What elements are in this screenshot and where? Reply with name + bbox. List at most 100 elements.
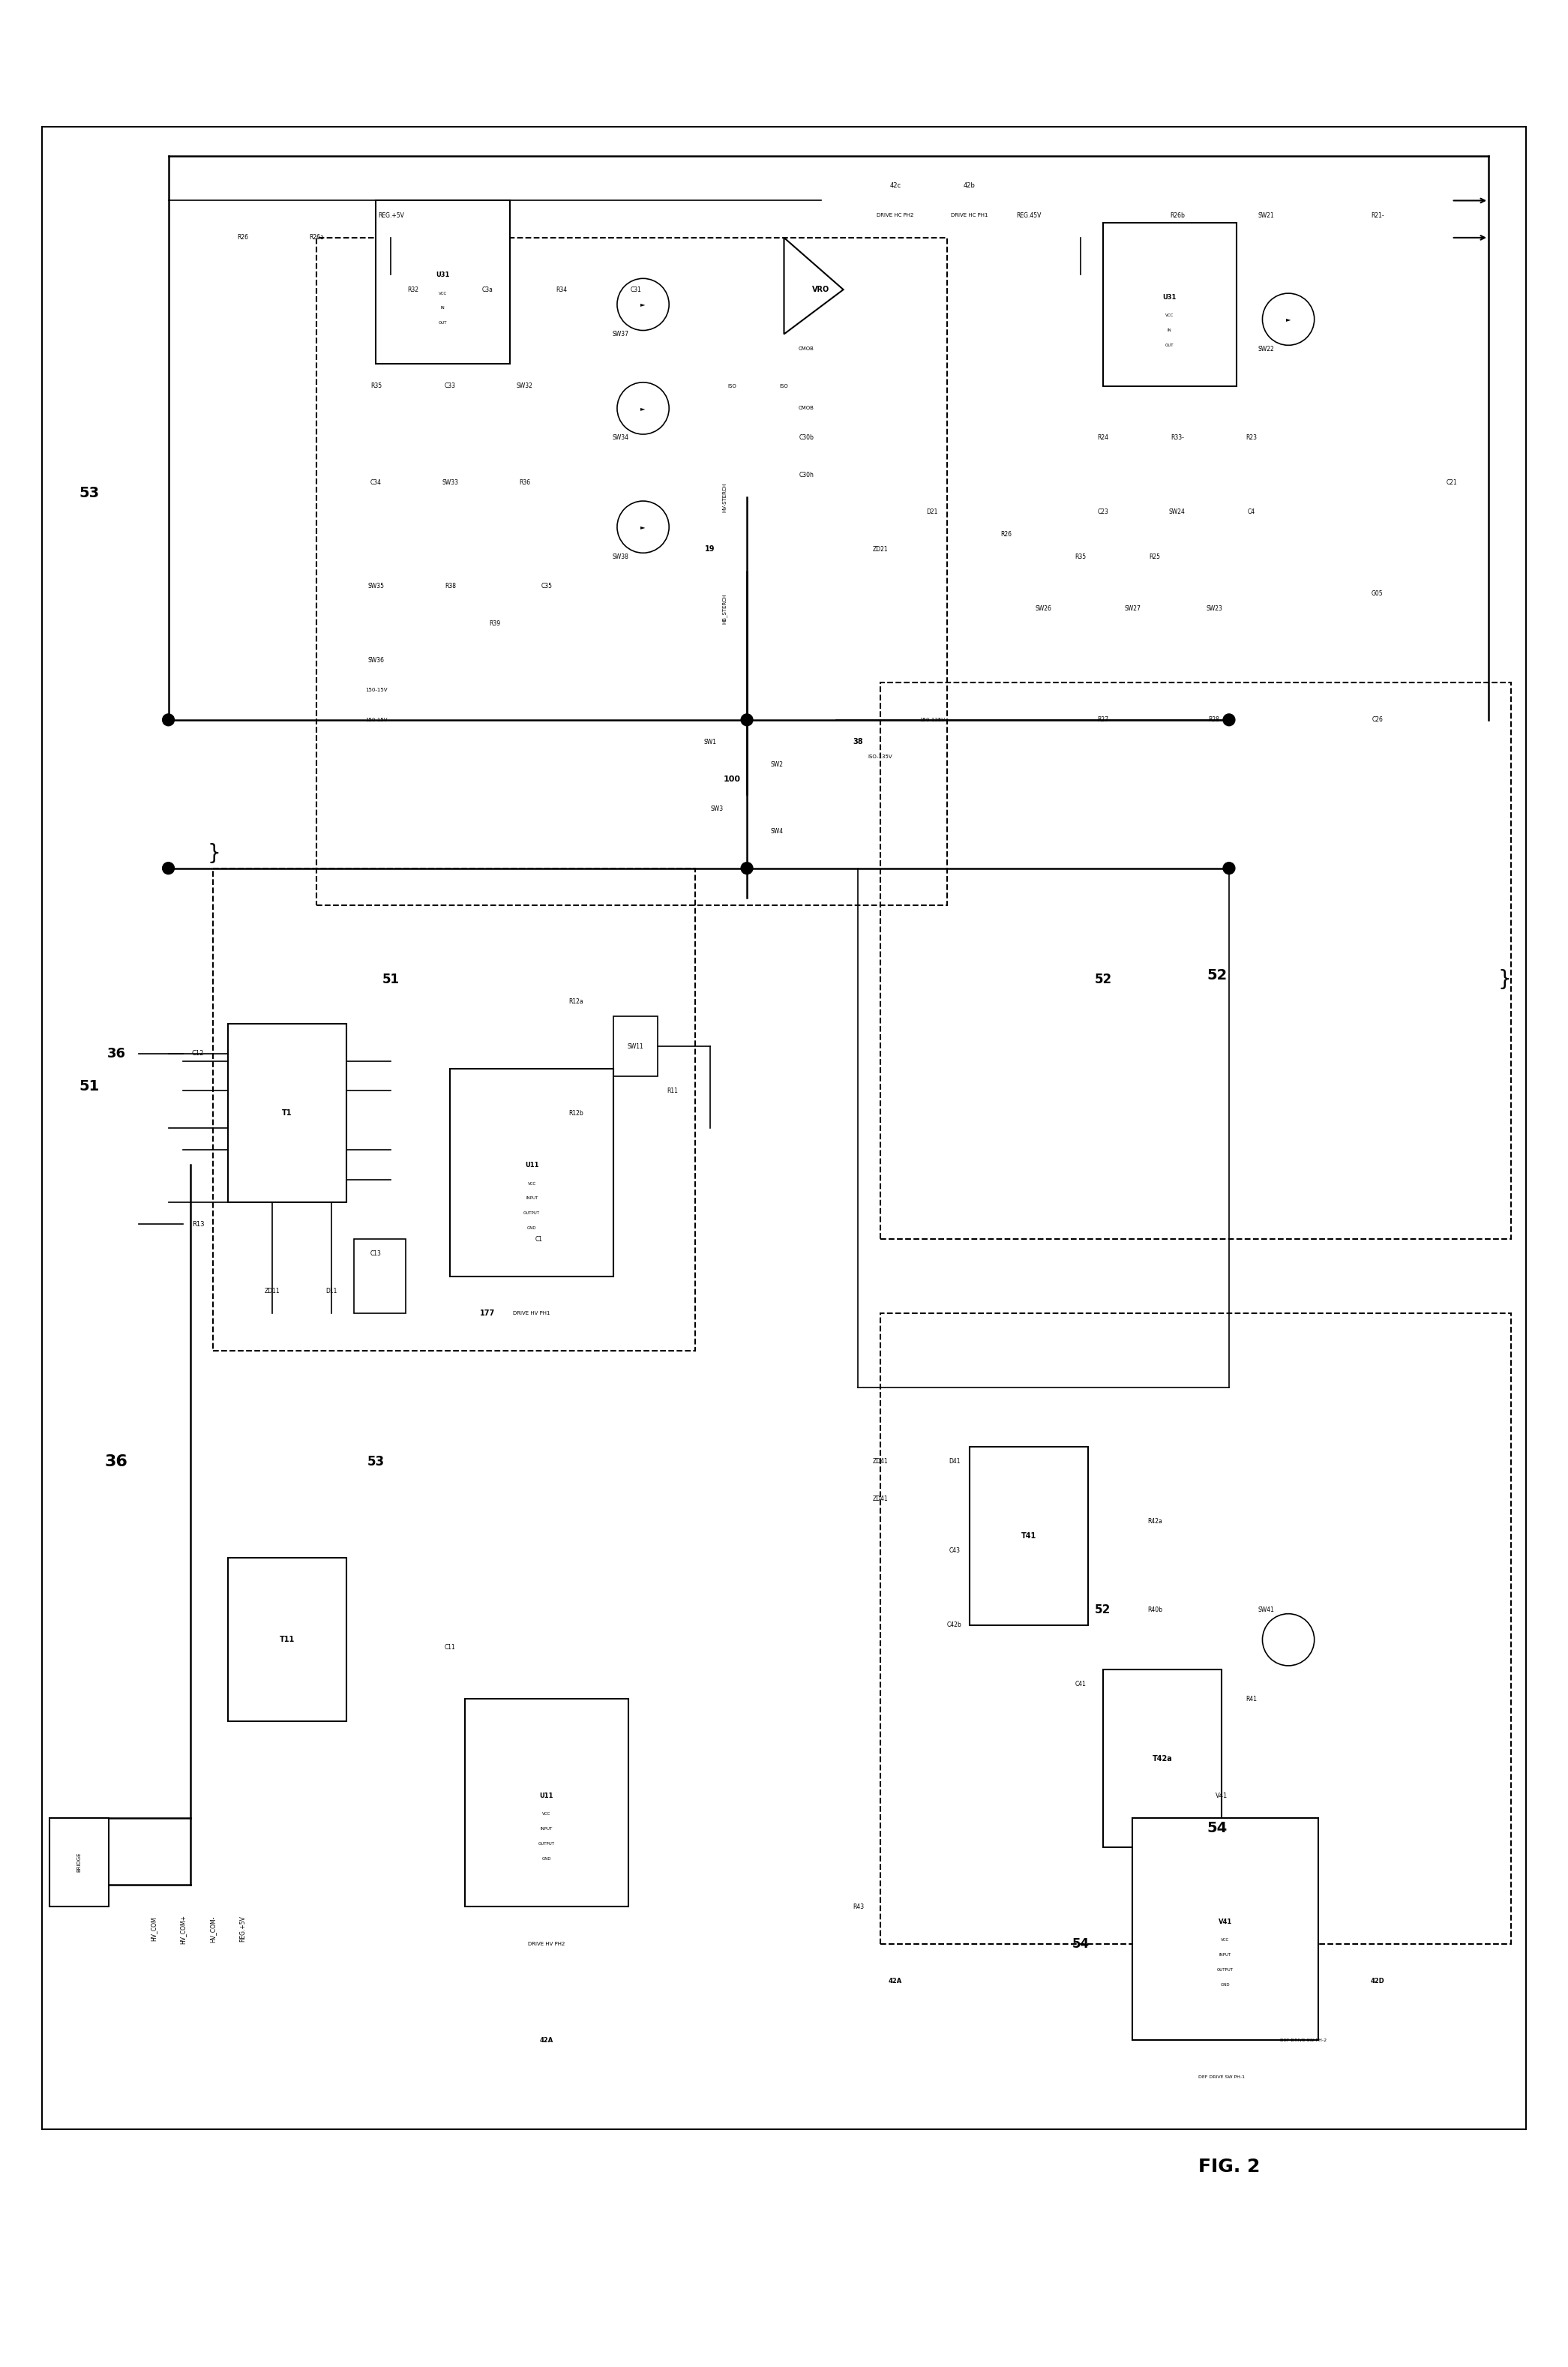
Text: D21: D21 bbox=[927, 509, 938, 516]
Text: VCC: VCC bbox=[543, 1813, 550, 1815]
Text: R39: R39 bbox=[489, 620, 500, 627]
Text: HV_COM-: HV_COM- bbox=[210, 1915, 216, 1943]
Text: OUT: OUT bbox=[439, 322, 447, 324]
Bar bbox=[213, 869, 695, 1352]
Text: SW22: SW22 bbox=[1258, 346, 1275, 353]
Text: C33: C33 bbox=[445, 383, 456, 391]
Text: C13: C13 bbox=[370, 1250, 381, 1257]
Text: VCC: VCC bbox=[1221, 1939, 1229, 1941]
Text: GND: GND bbox=[527, 1226, 536, 1231]
Text: SW33: SW33 bbox=[442, 478, 458, 485]
Text: C30b: C30b bbox=[798, 436, 814, 440]
Text: DRIVE HC PH1: DRIVE HC PH1 bbox=[950, 213, 988, 218]
Text: U11: U11 bbox=[525, 1162, 539, 1169]
Text: D41: D41 bbox=[949, 1458, 961, 1465]
Text: SW3: SW3 bbox=[710, 805, 724, 812]
Text: 53: 53 bbox=[367, 1456, 384, 1468]
Text: VCC: VCC bbox=[439, 291, 447, 296]
Text: ►: ► bbox=[641, 301, 646, 308]
Text: 19: 19 bbox=[704, 544, 715, 554]
Text: ISO: ISO bbox=[779, 383, 789, 388]
Text: R35: R35 bbox=[370, 383, 381, 391]
Bar bbox=[354, 1240, 406, 1314]
Text: R40b: R40b bbox=[1148, 1607, 1162, 1614]
Bar bbox=[317, 237, 947, 904]
Text: 150-135V: 150-135V bbox=[919, 717, 946, 722]
Text: C35: C35 bbox=[541, 582, 552, 589]
Bar bbox=[227, 1025, 347, 1202]
Text: C12: C12 bbox=[191, 1051, 204, 1058]
Text: REG.+5V: REG.+5V bbox=[240, 1915, 246, 1941]
Text: SW32: SW32 bbox=[516, 383, 533, 391]
Circle shape bbox=[163, 862, 174, 873]
Text: GND: GND bbox=[543, 1856, 552, 1860]
Text: VCC: VCC bbox=[527, 1181, 536, 1186]
Text: T42a: T42a bbox=[1152, 1754, 1173, 1761]
Text: CMOB: CMOB bbox=[798, 346, 814, 350]
Text: C23: C23 bbox=[1098, 509, 1109, 516]
Text: 150-15V: 150-15V bbox=[365, 689, 387, 694]
Text: REG.45V: REG.45V bbox=[1016, 213, 1041, 218]
Text: C31: C31 bbox=[630, 286, 641, 294]
Text: HV_COM: HV_COM bbox=[151, 1917, 157, 1941]
Text: 54: 54 bbox=[1207, 1820, 1228, 1834]
Text: 100: 100 bbox=[723, 776, 740, 783]
Text: R11: R11 bbox=[666, 1086, 679, 1094]
Text: OUTPUT: OUTPUT bbox=[1217, 1967, 1234, 1972]
Text: DEF DRIVE SW PH-2: DEF DRIVE SW PH-2 bbox=[1279, 2038, 1327, 2043]
Text: SW36: SW36 bbox=[368, 658, 384, 663]
Text: SW4: SW4 bbox=[770, 828, 782, 836]
Text: 53: 53 bbox=[80, 485, 100, 499]
Bar bbox=[466, 1700, 629, 1908]
Text: 51: 51 bbox=[80, 1079, 100, 1094]
Text: 52: 52 bbox=[1207, 968, 1228, 982]
Text: INPUT: INPUT bbox=[525, 1195, 538, 1200]
Text: SW37: SW37 bbox=[613, 331, 629, 338]
Text: D11: D11 bbox=[326, 1288, 337, 1295]
Bar bbox=[376, 201, 510, 365]
Text: OUTPUT: OUTPUT bbox=[538, 1842, 555, 1846]
Text: VRO: VRO bbox=[812, 286, 829, 294]
Text: DRIVE HV PH1: DRIVE HV PH1 bbox=[513, 1311, 550, 1316]
Text: C43: C43 bbox=[949, 1548, 960, 1555]
Circle shape bbox=[742, 862, 753, 873]
Bar bbox=[227, 1557, 347, 1721]
Text: C4: C4 bbox=[1248, 509, 1254, 516]
Text: SW21: SW21 bbox=[1258, 213, 1275, 218]
Text: ►: ► bbox=[641, 405, 646, 412]
Text: 52: 52 bbox=[1094, 1605, 1112, 1617]
Text: HV_COM+: HV_COM+ bbox=[180, 1915, 187, 1943]
Text: C11: C11 bbox=[445, 1643, 456, 1650]
Text: R13: R13 bbox=[191, 1221, 204, 1228]
Text: 54: 54 bbox=[1073, 1936, 1090, 1950]
Text: SW26: SW26 bbox=[1035, 606, 1052, 613]
Text: 42A: 42A bbox=[539, 2038, 554, 2043]
Text: SW27: SW27 bbox=[1124, 606, 1142, 613]
Bar bbox=[50, 1818, 110, 1908]
Text: HV-STERCH: HV-STERCH bbox=[723, 483, 728, 511]
Text: SW38: SW38 bbox=[613, 554, 629, 561]
Text: R33-: R33- bbox=[1170, 436, 1184, 440]
Text: SW2: SW2 bbox=[770, 762, 782, 767]
Text: CMOB: CMOB bbox=[798, 407, 814, 409]
Text: T11: T11 bbox=[279, 1636, 295, 1643]
Text: 42c: 42c bbox=[889, 182, 902, 189]
Text: C41: C41 bbox=[1076, 1681, 1087, 1688]
Text: SW24: SW24 bbox=[1168, 509, 1185, 516]
Text: R27: R27 bbox=[1098, 717, 1109, 724]
Text: ZD41: ZD41 bbox=[873, 1496, 887, 1503]
Text: 42b: 42b bbox=[963, 182, 975, 189]
Text: C30h: C30h bbox=[798, 471, 814, 478]
Text: R35: R35 bbox=[1076, 554, 1087, 561]
Text: R23: R23 bbox=[1245, 436, 1258, 440]
Text: R42a: R42a bbox=[1148, 1517, 1162, 1524]
Text: U31: U31 bbox=[1163, 294, 1176, 301]
Text: OUT: OUT bbox=[1165, 343, 1174, 348]
Text: 177: 177 bbox=[480, 1309, 495, 1316]
Text: ISO: ISO bbox=[728, 383, 737, 388]
Text: R26: R26 bbox=[1000, 530, 1011, 537]
Text: R25: R25 bbox=[1149, 554, 1160, 561]
Text: DEF DRIVE SW PH-1: DEF DRIVE SW PH-1 bbox=[1198, 2076, 1245, 2078]
Text: R41: R41 bbox=[1245, 1695, 1258, 1702]
Text: INPUT: INPUT bbox=[541, 1827, 554, 1830]
